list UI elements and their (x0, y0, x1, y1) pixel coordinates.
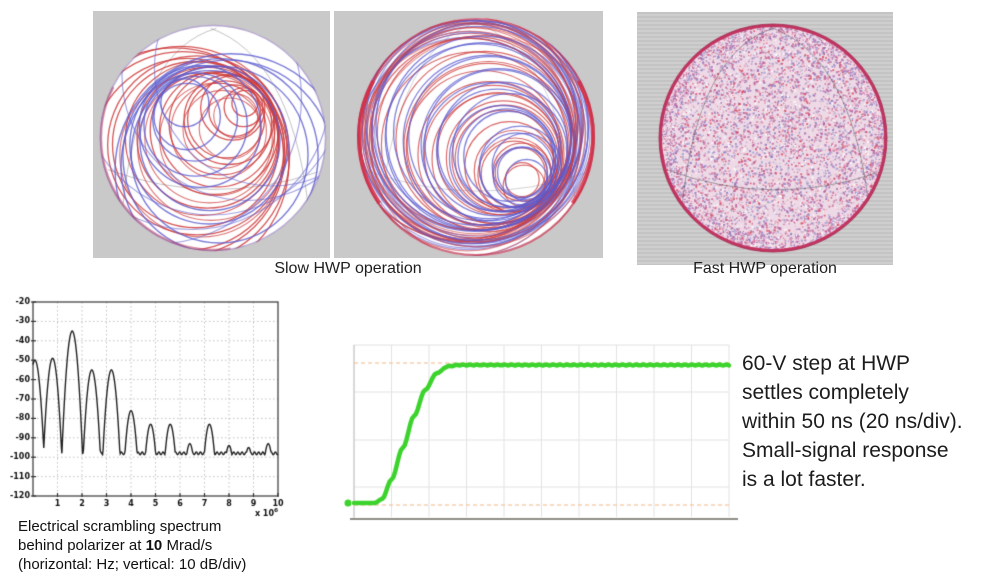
note-line-3: within 50 ns (20 ns/div). (742, 410, 963, 433)
caption-slow-hwp: Slow HWP operation (274, 260, 422, 277)
note-line-5: is a lot faster. (742, 468, 866, 491)
note-line-1: 60-V step at HWP (742, 352, 911, 375)
spectrum-caption-line3: (horizontal: Hz; vertical: 10 dB/div) (18, 556, 247, 573)
poincare-sphere-slow-1-image (93, 11, 330, 258)
note-text: 60-V step at HWP settles completely with… (742, 349, 994, 494)
poincare-sphere-slow-2-image (334, 11, 603, 258)
spectrum-caption: Electrical scrambling spectrum behind po… (18, 517, 246, 574)
oscilloscope-step-response-chart (340, 335, 740, 525)
scrambling-spectrum-chart (10, 292, 290, 520)
spectrum-caption-line2: behind polarizer at 10 Mrad/s (18, 537, 213, 554)
poincare-sphere-panel-slow-1 (93, 11, 330, 258)
poincare-sphere-panel-slow-2 (334, 11, 603, 258)
note-line-2: settles completely (742, 381, 909, 404)
note-line-4: Small-signal response (742, 439, 949, 462)
poincare-sphere-fast-image (637, 12, 893, 265)
caption-fast-hwp: Fast HWP operation (693, 260, 837, 277)
spectrum-caption-line1: Electrical scrambling spectrum (18, 518, 222, 535)
poincare-sphere-panel-fast (637, 12, 893, 265)
